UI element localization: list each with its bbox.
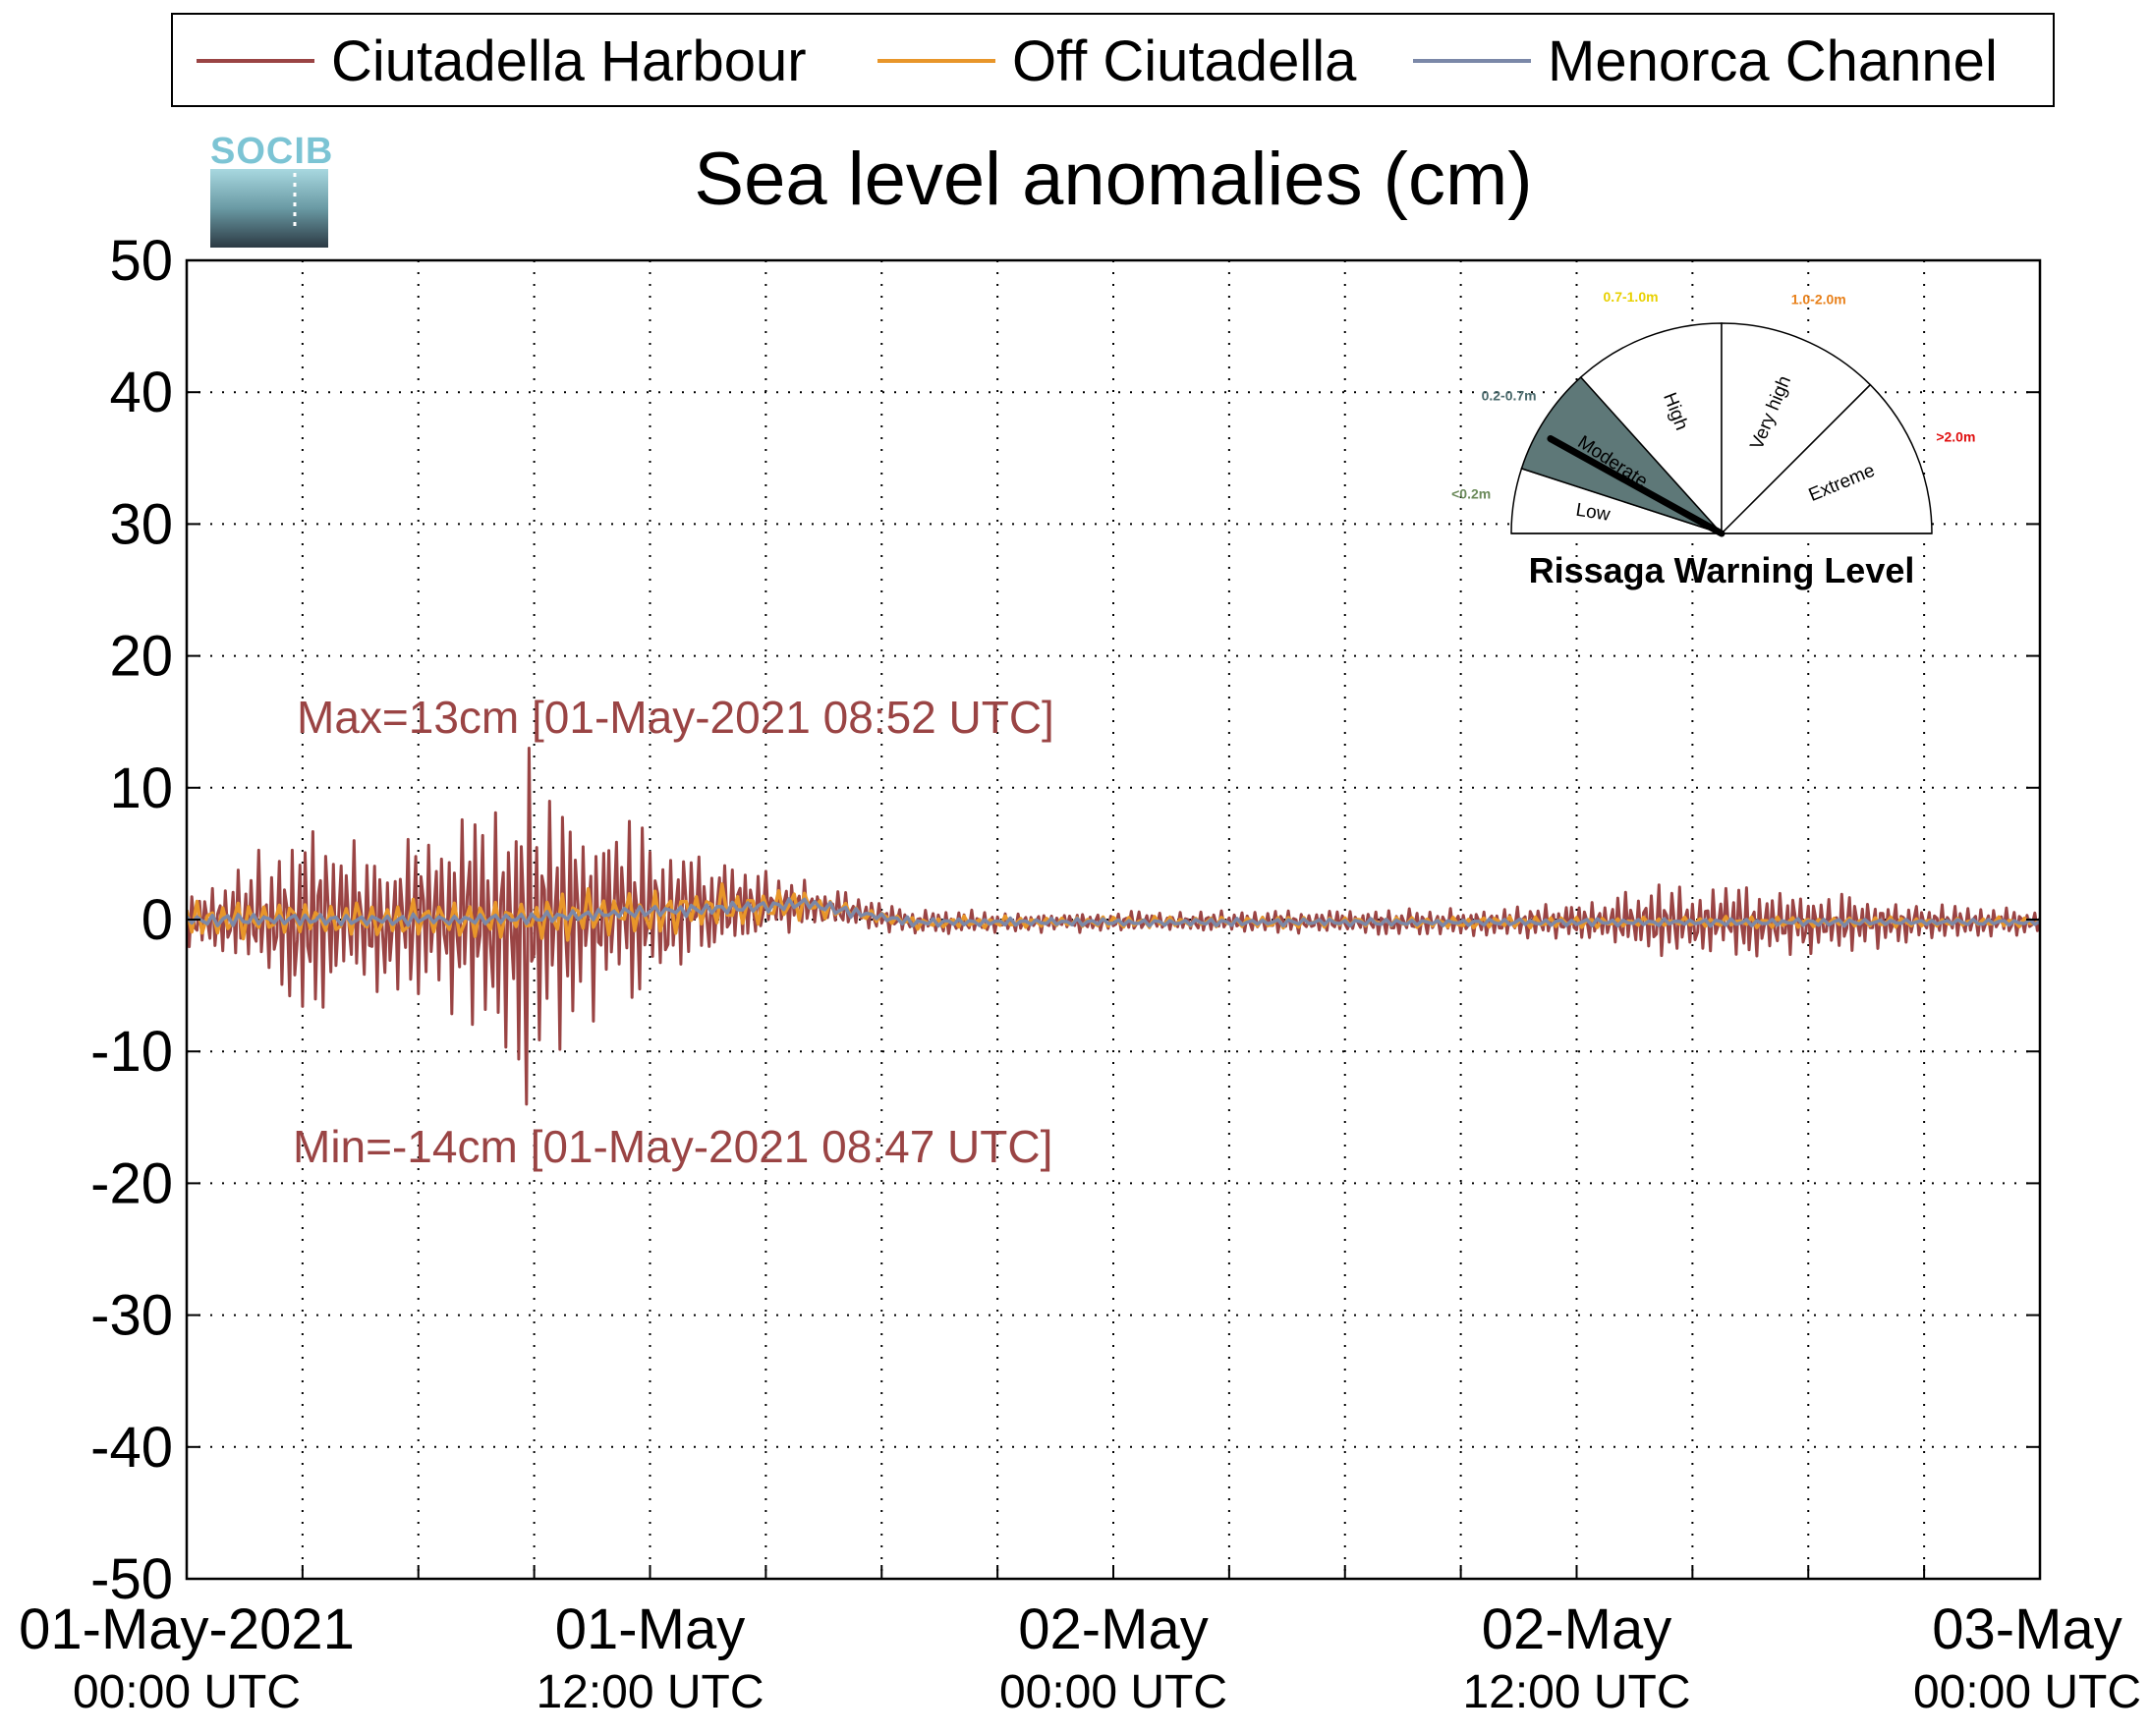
y-axis: 50 40 30 20 10 0 -10 -20 -30 -40 -50 (90, 229, 2040, 1611)
y-tick-label: 30 (109, 492, 173, 556)
x-tick-date-label: 02-May (1482, 1597, 1671, 1661)
y-tick-label: -20 (90, 1151, 173, 1215)
gauge-range-label: <0.2m (1451, 486, 1491, 502)
max-annotation: Max=13cm [01-May-2021 08:52 UTC] (297, 692, 1054, 743)
logo-text: SOCIB (210, 131, 333, 172)
y-tick-label: 0 (141, 888, 173, 952)
series-group (187, 747, 2040, 1106)
gauge-range-label: 0.7-1.0m (1604, 289, 1659, 305)
y-tick-label: -40 (90, 1416, 173, 1480)
x-tick-date-label: 01-May (555, 1597, 745, 1661)
x-tick-date-label: 03-May (1932, 1597, 2122, 1661)
y-tick-label: 10 (109, 756, 173, 820)
x-tick-time-label: 12:00 UTC (536, 1666, 764, 1718)
series-off-ciutadella (187, 882, 2040, 942)
x-tick-time-label: 12:00 UTC (1462, 1666, 1690, 1718)
y-tick-label: -30 (90, 1284, 173, 1348)
legend: Ciutadella Harbour Off Ciutadella Menorc… (171, 13, 2055, 107)
gauge-sector-high (1579, 322, 1723, 535)
y-tick-label: -50 (90, 1547, 173, 1611)
chart-title: Sea level anomalies (cm) (694, 138, 1532, 221)
x-tick-date-label: 02-May (1018, 1597, 1208, 1661)
legend-label-ciutadella-harbour: Ciutadella Harbour (331, 29, 807, 93)
x-tick-time-label: 00:00 UTC (73, 1666, 301, 1718)
legend-label-menorca-channel: Menorca Channel (1548, 29, 1998, 93)
gauge-sector-very-high (1721, 322, 1872, 535)
y-tick-label: 50 (109, 229, 173, 293)
gauge-range-label: 0.2-0.7m (1482, 387, 1537, 403)
gauge-range-label: 1.0-2.0m (1791, 292, 1846, 308)
y-tick-label: -10 (90, 1020, 173, 1084)
gauge-sector-extreme (1720, 383, 1933, 534)
series-menorca-channel (187, 897, 2040, 928)
gauge-sector-moderate (1520, 375, 1725, 535)
gauge-needle (1547, 435, 1726, 537)
x-tick-time-label: 00:00 UTC (1913, 1666, 2141, 1718)
y-tick-label: 40 (109, 361, 173, 424)
series-ciutadella-harbour (187, 747, 2040, 1106)
min-annotation: Min=-14cm [01-May-2021 08:47 UTC] (293, 1121, 1052, 1172)
legend-frame (171, 13, 2055, 107)
gauge-range-label: >2.0m (1936, 428, 1975, 444)
x-tick-time-label: 00:00 UTC (999, 1666, 1227, 1718)
legend-label-off-ciutadella: Off Ciutadella (1012, 29, 1357, 93)
socib-logo: SOCIB (210, 131, 333, 248)
x-tick-date-label: 01-May-2021 (19, 1597, 355, 1661)
y-tick-label: 20 (109, 625, 173, 689)
gauge-title: Rissaga Warning Level (1529, 550, 1915, 590)
logo-wave-band (210, 169, 328, 248)
